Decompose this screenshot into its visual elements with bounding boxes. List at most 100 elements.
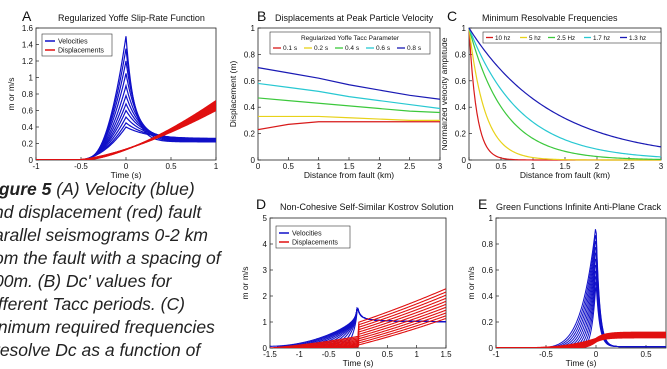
panel-e-title: Green Functions Infinite Anti-Plane Crac… [496,202,662,212]
panel-c-xtick-label: 0.5 [495,162,507,171]
caption-line-1: (A) Velocity (blue) [51,179,195,199]
panel-c-xlabel: Distance from fault (km) [520,170,610,180]
panel-e-ytick-label: 0 [489,344,494,353]
panel-b-title: Displacements at Peak Particle Velocity [275,13,434,23]
caption-figure-label: igure 5 [0,179,52,199]
freq-curve [468,27,661,161]
legend-label-tacc: 0.6 s [376,45,391,52]
caption-line-6: ifferent Tacc periods. (C) [0,294,185,314]
panel-e-xlabel: Time (s) [566,358,597,368]
caption-line-4: om the fault with a spacing of [0,248,221,268]
freq-curve [468,27,662,161]
panel-e-ytick-label: 0.4 [482,292,494,301]
panel-b-ytick-label: 0.6 [244,77,256,86]
panel-c-ylabel: Normalized velocity amplitude [442,37,449,150]
panel-a-ytick-label: 0.8 [22,90,34,99]
panel-c-letter: C [447,8,458,24]
tacc-curve-06s [257,82,441,110]
freq-curve [468,27,662,158]
panel-d-ytick-label: 5 [263,214,268,223]
panel-e-xtick-label: -0.5 [539,350,553,359]
panel-d-title: Non-Cohesive Self-Similar Kostrov Soluti… [280,202,454,212]
panel-e-xtick-label: 0 [594,350,599,359]
displacement-curve [496,336,666,348]
panel-b-xlabel: Distance from fault (km) [304,170,394,180]
panel-d-xtick-label: -1 [296,350,304,359]
legend-label-freq: 1.7 hz [593,35,610,42]
panel-e-ytick-label: 0.8 [482,240,494,249]
panel-a-ytick-label: 1.4 [22,41,34,50]
panel-b-legend-title: Regularized Yoffe Tacc Parameter [301,35,400,42]
legend-label-tacc: 0.2 s [314,45,329,52]
panel-d-ytick-label: 2 [263,292,268,301]
panel-a-ylabel: m or m/s [6,77,16,110]
panel-a-ytick-label: 1 [29,74,34,83]
legend-label-velocities: Velocities [58,39,88,46]
panel-e-xtick-label: 0.5 [640,350,652,359]
panel-a-ytick-label: 0.6 [22,107,34,116]
panel-a-letter: A [22,8,32,24]
legend-label-freq: 2.5 Hz [557,35,575,42]
velocity-curve [36,126,216,160]
panel-d-ylabel: m or m/s [240,266,250,299]
panel-b-xtick-label: 1 [316,162,321,171]
panel-b-xtick-label: 0.5 [283,162,295,171]
panel-c-ytick-label: 0.6 [455,77,467,86]
displacement-curve [270,317,446,348]
panel-a-plot: -1 -0.5 0 0.5 1 0 0.2 0.4 0.6 0.8 1 1.2 1.4 1.6 Time (… [6,24,219,180]
legend-label-tacc: 0.4 s [345,45,360,52]
legend-label-velocities: Velocities [292,231,322,238]
panel-a-ytick-label: 1.2 [22,57,34,66]
panel-a-title: Regularized Yoffe Slip-Rate Function [58,13,205,23]
panel-b-xtick-label: 2 [377,162,382,171]
panel-d-ytick-label: 4 [263,240,268,249]
panel-d-xtick-label: 1.5 [440,350,452,359]
panel-a-ytick-label: 0.4 [22,123,34,132]
legend-label-tacc: 0.8 s [407,45,422,52]
panel-c-xtick-label: 0 [467,162,472,171]
panel-b-xtick-label: 1.5 [343,162,355,171]
panel-d-xtick-label: 0.5 [382,350,394,359]
panel-a-ytick-label: 0 [29,156,34,165]
panel-b-letter: B [257,8,267,24]
panel-e: E Green Functions Infinite Anti-Plane Cr… [460,190,667,369]
panel-e-axes-frame [495,217,667,349]
caption-line-2: nd displacement (red) fault [0,202,202,222]
panel-d-ytick-label: 0 [263,344,268,353]
panel-b-xtick-label: 2.5 [404,162,416,171]
caption-line-7: inimum required frequencies [0,317,215,337]
panel-d-ytick-label: 1 [263,318,268,327]
panel-d-xtick-label: 1 [414,350,419,359]
panel-d-plot: -1.5 -1 -0.5 0 0.5 1 1.5 0 1 2 3 4 5 Time (s) m or m/s… [240,214,452,368]
legend-label-freq: 1.3 hz [629,35,646,42]
panel-a-legend [41,33,113,57]
panel-a-xtick-label: 0 [124,162,129,171]
panel-c: C Minimum Resolvable Frequencies 0 0.5 1 1.… [442,0,667,180]
figure-caption: igure 5 (A) Velocity (blue) nd displacem… [0,178,246,362]
panel-d-xtick-label: -1.5 [263,350,277,359]
displacement-curve [36,109,216,160]
panel-c-axes-frame [468,27,662,161]
panel-d-xtick-label: -0.5 [322,350,336,359]
panel-c-xtick-label: 2.5 [623,162,635,171]
panel-a-xtick-label: 1 [214,162,219,171]
panel-c-ytick-label: 0.2 [455,130,467,139]
panel-e-xtick-label: -1 [492,350,500,359]
panel-c-title: Minimum Resolvable Frequencies [482,13,618,23]
tacc-curve-08s [257,67,441,100]
panel-c-ytick-label: 0 [462,156,467,165]
panel-d-xlabel: Time (s) [343,358,374,368]
panel-e-ytick-label: 0.6 [482,266,494,275]
caption-line-5: 00m. (B) Dc' values for [0,271,172,291]
freq-curve [468,27,662,148]
panel-a-xtick-label: -0.5 [74,162,88,171]
panel-b-xtick-label: 3 [438,162,443,171]
panel-c-ytick-label: 1 [462,24,467,33]
panel-c-xtick-label: 1 [531,162,536,171]
panel-c-xtick-label: 3 [659,162,664,171]
panel-e-letter: E [478,196,488,212]
legend-label-tacc: 0.1 s [283,45,298,52]
velocity-curve [270,307,446,348]
panel-d: D Non-Cohesive Self-Similar Kostrov Solu… [240,190,460,369]
